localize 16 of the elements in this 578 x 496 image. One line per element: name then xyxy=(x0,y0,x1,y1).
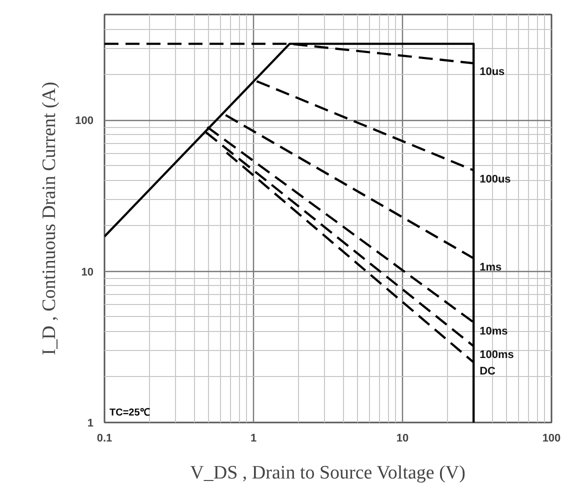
x-axis-title: V_DS , Drain to Source Voltage (V) xyxy=(190,462,466,484)
annotation: TC=25℃ xyxy=(110,408,150,418)
y-tick-label: 1 xyxy=(87,418,94,430)
series-label: 100ms xyxy=(480,349,514,362)
x-tick-label: 100 xyxy=(542,432,561,444)
series-label: DC xyxy=(480,365,496,378)
series-label: 100us xyxy=(480,173,511,186)
y-tick-label: 100 xyxy=(75,115,94,128)
series-label: 10ms xyxy=(480,325,508,338)
x-tick-label: 1 xyxy=(250,432,257,444)
x-tick-label: 0.1 xyxy=(96,432,112,444)
series-label: 10us xyxy=(480,66,505,78)
y-tick-label: 10 xyxy=(81,266,94,278)
series-label: 1ms xyxy=(480,261,502,274)
y-axis-title: I_D , Continuous Drain Current (A) xyxy=(39,82,60,356)
x-tick-label: 10 xyxy=(396,432,409,444)
